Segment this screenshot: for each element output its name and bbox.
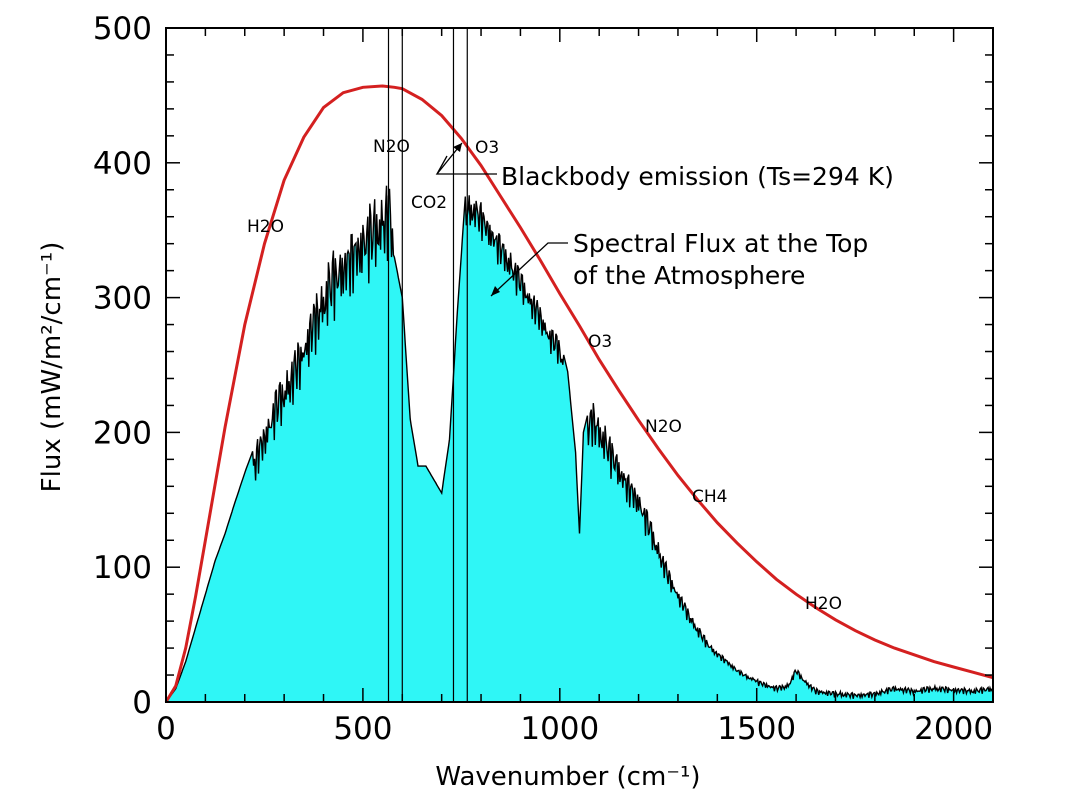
molecule-label-ch4: CH4 <box>692 487 727 507</box>
y-tick-label: 200 <box>93 415 152 451</box>
x-tick-label: 2000 <box>914 711 993 747</box>
blackbody-pointer-branch <box>436 155 448 175</box>
molecule-label-co2: CO2 <box>411 193 447 213</box>
y-tick-label: 300 <box>93 281 152 317</box>
x-tick-label: 500 <box>333 711 392 747</box>
x-tick-label: 1000 <box>520 711 599 747</box>
blackbody-curve <box>164 84 994 703</box>
y-axis-title: Flux (mW/m²/cm⁻¹) <box>37 242 67 493</box>
blackbody-label: Blackbody emission (Ts=294 K) <box>501 162 894 191</box>
y-tick-label: 0 <box>132 685 152 721</box>
spectral-flux-line <box>165 185 994 703</box>
x-axis-title: Wavenumber (cm⁻¹) <box>435 762 700 792</box>
x-tick-label: 0 <box>156 711 176 747</box>
molecule-label-h2o-right: H2O <box>805 594 842 614</box>
molecule-label-n2o-left: N2O <box>373 137 410 157</box>
plot-frame <box>165 27 994 703</box>
plot-area <box>164 27 994 703</box>
spectral-flux-label-line1: Spectral Flux at the Top <box>573 229 868 258</box>
spectral-flux-label-line2: of the Atmosphere <box>573 261 805 290</box>
molecule-label-n2o-right: N2O <box>645 417 682 437</box>
blackbody-arrowhead <box>453 143 462 152</box>
spectral-flux-pointer <box>490 242 568 297</box>
x-tick-label: 1500 <box>717 711 796 747</box>
y-tick-label: 400 <box>93 146 152 182</box>
molecule-label-o3-right: O3 <box>588 332 612 352</box>
molecule-label-h2o-left: H2O <box>247 217 284 237</box>
spectral-flux-arrowhead <box>491 286 500 296</box>
y-tick-label: 100 <box>93 550 152 586</box>
spectral-flux-area <box>166 185 993 702</box>
y-tick-label: 500 <box>93 11 152 47</box>
molecule-label-o3-top: O3 <box>475 138 499 158</box>
